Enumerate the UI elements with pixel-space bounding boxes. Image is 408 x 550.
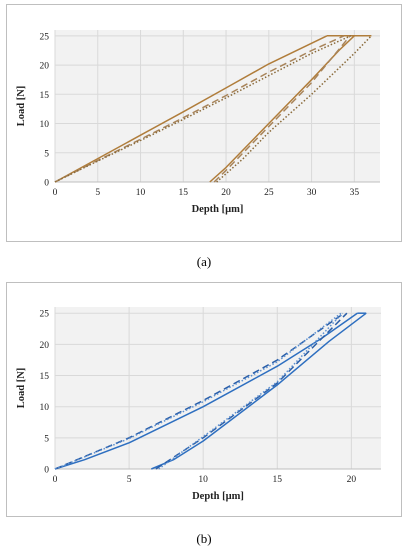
caption-a: (a) bbox=[196, 254, 212, 269]
y-tick-label-a: 15 bbox=[40, 91, 50, 101]
y-axis-label-a: Load [N] bbox=[16, 86, 27, 127]
x-tick-label-a: 25 bbox=[264, 188, 274, 198]
y-tick-label-b: 20 bbox=[40, 341, 50, 351]
y-tick-label-b: 10 bbox=[40, 403, 50, 413]
chart-b-svg: 0 5 10 15 20 25 0 5 10 15 20 Depth [µm] Load [N] bbox=[16, 307, 381, 502]
x-tick-label-b: 15 bbox=[273, 475, 283, 485]
x-tick-label-b: 20 bbox=[347, 475, 357, 485]
series-solid-loading-line-a bbox=[54, 35, 328, 183]
x-tick-label-a: 30 bbox=[307, 188, 317, 198]
series-dotted-loading-line-b bbox=[54, 312, 342, 470]
chart-a-svg: 0 5 10 15 20 25 0 5 10 15 20 25 30 35 Depth [µm] Load [… bbox=[16, 30, 380, 215]
x-tick-label-b: 5 bbox=[127, 475, 132, 485]
x-tick-label-a: 35 bbox=[350, 188, 360, 198]
y-tick-label-b: 15 bbox=[40, 372, 50, 382]
chart-panel-a: 0 5 10 15 20 25 0 5 10 15 20 25 30 35 Depth [µm] Load [… bbox=[6, 4, 402, 242]
y-tick-label-b: 0 bbox=[44, 466, 49, 476]
x-tick-label-a: 0 bbox=[53, 188, 58, 198]
series-dashed-loading-line-a bbox=[54, 35, 345, 183]
chart-panel-b: 0 5 10 15 20 25 0 5 10 15 20 Depth [µm] Load [N] bbox=[6, 282, 402, 517]
y-tick-label-a: 25 bbox=[40, 32, 50, 42]
y-axis-label-b: Load [N] bbox=[16, 368, 27, 409]
x-tick-label-b: 10 bbox=[198, 475, 208, 485]
series-dotted-unloading-line-a bbox=[216, 35, 372, 183]
y-tick-label-a: 5 bbox=[44, 149, 49, 159]
x-tick-label-a: 5 bbox=[95, 188, 100, 198]
x-tick-label-b: 0 bbox=[53, 475, 58, 485]
x-tick-label-a: 15 bbox=[179, 188, 189, 198]
series-solid-unloading-line-a bbox=[209, 35, 355, 183]
series-solid-unloading-line-b bbox=[151, 312, 367, 470]
y-tick-label-a: 20 bbox=[40, 62, 50, 72]
caption-b: (b) bbox=[196, 531, 212, 546]
y-tick-label-a: 0 bbox=[44, 179, 49, 189]
x-axis-label-a: Depth [µm] bbox=[192, 204, 244, 215]
plot-area-a bbox=[55, 30, 380, 182]
x-tick-label-a: 20 bbox=[221, 188, 231, 198]
y-tick-label-a: 10 bbox=[40, 120, 50, 130]
y-tick-label-b: 5 bbox=[44, 434, 49, 444]
x-tick-label-a: 10 bbox=[136, 188, 146, 198]
y-tick-label-b: 25 bbox=[40, 310, 50, 320]
series-dashed-unloading-line-a bbox=[213, 35, 351, 183]
x-axis-label-b: Depth [µm] bbox=[192, 491, 244, 502]
